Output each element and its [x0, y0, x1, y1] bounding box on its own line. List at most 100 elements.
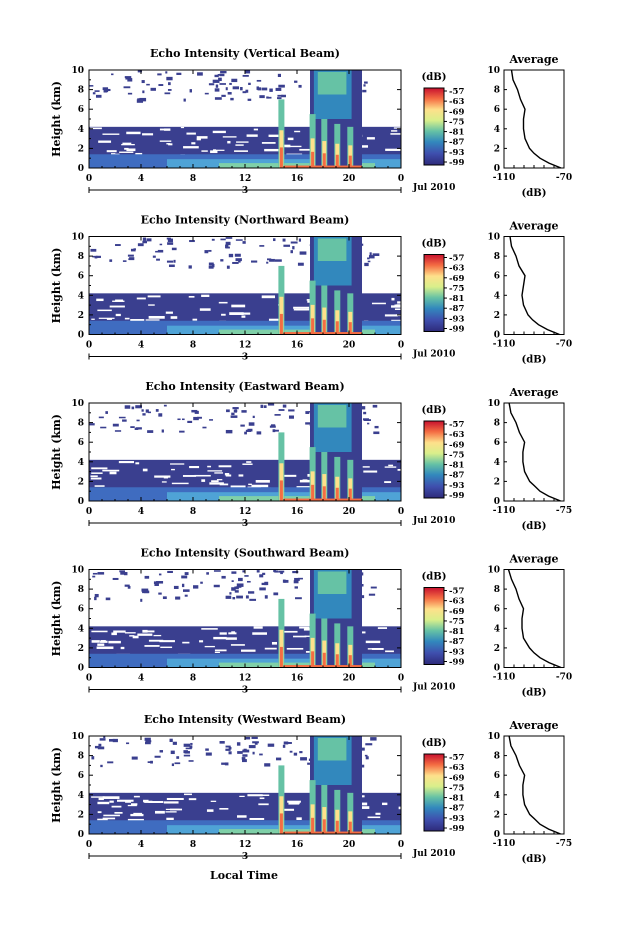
average-y-tick-label: 6	[494, 605, 500, 615]
echo-cell	[259, 753, 263, 756]
echo-cell	[269, 258, 275, 262]
echo-cell	[267, 743, 275, 747]
average-y-tick-label: 0	[494, 164, 500, 174]
echo-cell	[270, 424, 276, 427]
y-tick-label: 0	[78, 331, 84, 341]
echo-cell	[294, 577, 300, 581]
echo-gap	[246, 134, 258, 137]
echo-cell	[252, 415, 255, 419]
echo-cell	[124, 572, 128, 576]
colorbar-tick-label: -57	[449, 587, 464, 597]
colorbar-tick-label: -81	[449, 294, 464, 304]
echo-cell	[183, 750, 188, 754]
y-tick-label: 0	[78, 664, 84, 674]
echo-cell	[233, 409, 238, 413]
echo-gap	[91, 640, 100, 643]
colorbar-tick-label: -99	[449, 325, 464, 335]
echo-cell	[234, 586, 239, 590]
echo-cell	[282, 404, 287, 408]
x-tick-label: 20	[343, 674, 356, 684]
echo-gap	[247, 794, 263, 797]
echo-gap	[199, 640, 204, 643]
echo-cell	[232, 86, 240, 90]
echo-gap	[214, 649, 227, 652]
echo-gap	[108, 640, 121, 644]
panel-3: Echo Intensity (Eastward Beam) 0 2 4 6 8 10 Hei…	[50, 380, 572, 532]
echo-gap	[287, 137, 294, 141]
day-label: 3	[242, 186, 248, 196]
echo-cell	[184, 594, 188, 597]
echo-gap	[192, 318, 198, 321]
echo-gap	[154, 475, 171, 478]
echo-cell	[208, 249, 212, 252]
echo-cell	[260, 404, 264, 408]
echo-cell	[281, 94, 286, 98]
echo-cell	[158, 413, 163, 417]
echo-cell	[241, 757, 246, 760]
date-label: Jul 2010	[412, 350, 455, 360]
y-tick-label: 0	[78, 164, 84, 174]
echo-cell	[225, 429, 233, 434]
echo-cell	[221, 94, 226, 97]
echo-gap	[366, 137, 375, 140]
echo-cell	[95, 94, 102, 98]
colorbar	[423, 420, 445, 499]
echo-gap	[165, 811, 177, 813]
echo-gap	[132, 635, 139, 639]
colorbar-tick-label: -99	[449, 491, 464, 501]
average-x-tick-label: -75	[556, 839, 572, 849]
echo-gap	[282, 474, 297, 477]
x-tick-label: 20	[343, 507, 356, 517]
echo-cell	[109, 259, 113, 262]
echo-cell	[112, 423, 119, 427]
echo-gap	[97, 801, 110, 805]
echo-cell	[228, 747, 232, 750]
echo-cell	[236, 742, 241, 746]
colorbar-tick-label: -63	[449, 763, 464, 773]
echo-gap	[119, 151, 134, 153]
y-tick-label: 0	[78, 497, 84, 507]
x-tick-label: 8	[190, 840, 196, 850]
panel-title: Echo Intensity (Northward Beam)	[141, 214, 350, 227]
echo-cell	[219, 83, 226, 85]
echo-gap	[120, 646, 125, 650]
echo-cell	[155, 409, 159, 412]
echo-gap	[261, 295, 276, 299]
echo-gap	[147, 295, 161, 298]
column	[348, 488, 352, 501]
echo-gap	[282, 630, 298, 633]
x-tick-label: 16	[291, 840, 304, 850]
echo-cell	[208, 83, 215, 86]
echo-gap	[238, 474, 244, 477]
echo-cell	[364, 262, 369, 267]
y-tick-label: 8	[78, 752, 84, 762]
average-x-label: (dB)	[522, 355, 547, 366]
echo-cell	[214, 88, 220, 92]
echo-cell	[228, 751, 232, 755]
echo-cell	[112, 738, 118, 743]
echo-cell	[206, 572, 209, 575]
echo-gap	[296, 817, 302, 820]
echo-cell	[124, 405, 131, 409]
x-tick-label: 0	[86, 840, 92, 850]
column	[322, 819, 326, 834]
column	[311, 318, 315, 335]
x-tick-label: 8	[190, 341, 196, 351]
y-tick-label: 6	[78, 771, 84, 781]
average-y-tick-label: 8	[494, 585, 500, 595]
echo-gap	[295, 308, 308, 311]
echo-gap	[219, 808, 229, 810]
echo-gap	[268, 134, 285, 137]
echo-cell	[367, 260, 371, 263]
echo-cell	[370, 737, 377, 741]
echo-gap	[171, 482, 189, 485]
echo-cell	[136, 99, 144, 103]
echo-gap	[246, 461, 252, 463]
echo-cell	[249, 598, 257, 601]
echo-gap	[207, 470, 223, 472]
day-label: 3	[242, 686, 248, 696]
echo-cell	[370, 586, 377, 589]
echo-gap	[390, 133, 407, 135]
echo-cell	[107, 761, 114, 764]
echo-gap	[96, 298, 104, 302]
